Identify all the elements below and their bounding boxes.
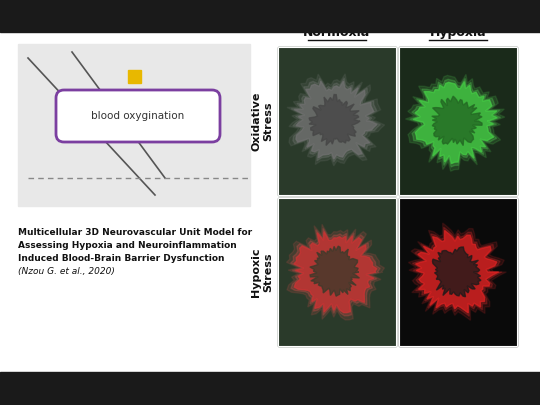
Bar	[278, 47, 396, 195]
Bar	[0, 32, 540, 372]
Text: Induced Blood-Brain Barrier Dysfunction: Induced Blood-Brain Barrier Dysfunction	[18, 254, 225, 263]
Polygon shape	[433, 247, 481, 297]
FancyBboxPatch shape	[56, 90, 220, 142]
Text: Hypoxia: Hypoxia	[430, 26, 487, 39]
Bar	[278, 198, 396, 346]
Bar	[278, 47, 396, 195]
Polygon shape	[408, 223, 507, 320]
Polygon shape	[432, 96, 482, 145]
Bar	[399, 47, 517, 195]
Polygon shape	[406, 75, 505, 171]
Text: Assessing Hypoxia and Neuroinflammation: Assessing Hypoxia and Neuroinflammation	[18, 241, 237, 250]
Polygon shape	[413, 227, 502, 316]
Bar	[399, 47, 517, 195]
Polygon shape	[310, 246, 360, 296]
Bar	[278, 198, 396, 346]
Bar	[128, 70, 141, 83]
Polygon shape	[291, 228, 380, 316]
Bar	[399, 198, 517, 346]
Bar	[0, 372, 540, 405]
Polygon shape	[287, 224, 384, 320]
Polygon shape	[291, 78, 380, 162]
Text: blood oxygination: blood oxygination	[91, 111, 185, 121]
Text: Multicellular 3D Neurovascular Unit Model for: Multicellular 3D Neurovascular Unit Mode…	[18, 228, 252, 237]
Bar	[18, 44, 250, 206]
Polygon shape	[287, 74, 384, 166]
Polygon shape	[413, 81, 497, 164]
Text: (Nzou G. et al., 2020): (Nzou G. et al., 2020)	[18, 267, 115, 276]
Bar	[0, 0, 540, 32]
Bar	[399, 198, 517, 346]
Polygon shape	[294, 81, 377, 159]
Polygon shape	[416, 230, 498, 313]
Polygon shape	[309, 94, 360, 145]
Polygon shape	[294, 232, 377, 313]
Polygon shape	[410, 78, 501, 167]
Text: Oxidative
Stress: Oxidative Stress	[251, 91, 273, 151]
Text: Normoxia: Normoxia	[303, 26, 370, 39]
Text: Hypoxic
Stress: Hypoxic Stress	[251, 247, 273, 297]
